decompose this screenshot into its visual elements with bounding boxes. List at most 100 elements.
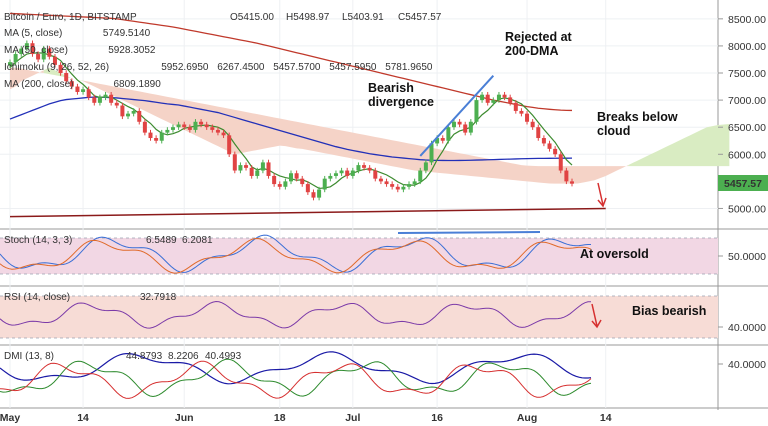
candle-body xyxy=(137,110,142,122)
y-tick-label: 6000.00 xyxy=(728,149,766,161)
indicator-value: 6267.4500 xyxy=(217,62,265,73)
candle-body xyxy=(277,184,282,187)
stoch-k-line xyxy=(0,234,591,273)
candle-body xyxy=(69,81,74,87)
candle-body xyxy=(322,178,327,190)
x-tick-label: May xyxy=(0,412,20,424)
candle-body xyxy=(215,129,220,133)
candle-body xyxy=(311,192,316,198)
rsi-label: RSI (14, close) xyxy=(4,292,70,303)
candles xyxy=(8,40,574,201)
ichimoku-cloud xyxy=(10,67,730,184)
cloud-segment xyxy=(83,80,629,184)
candle-body xyxy=(272,175,277,185)
y-tick-label: 5000.00 xyxy=(728,203,766,215)
candle-body xyxy=(423,162,428,171)
candle-body xyxy=(570,181,574,184)
annotation-oversold: At oversold xyxy=(580,247,649,261)
candle-body xyxy=(378,178,383,182)
rsi-arrowhead xyxy=(591,319,602,329)
annotation-bearish-divergence: divergence xyxy=(368,95,434,109)
candle-body xyxy=(227,135,232,155)
annotation-rejected: 200-DMA xyxy=(505,44,559,58)
annotation-rejected: Rejected at xyxy=(505,30,573,44)
candle-body xyxy=(401,186,406,190)
candle-body xyxy=(519,110,524,114)
y-tick-label: 6500.00 xyxy=(728,122,766,134)
annotation-breaks-cloud: Breaks below xyxy=(597,110,678,124)
candle-body xyxy=(418,170,423,182)
candle-body xyxy=(103,94,108,98)
candle-body xyxy=(356,165,361,171)
candle-body xyxy=(204,124,209,128)
candle-body xyxy=(170,127,175,130)
candle-body xyxy=(480,94,485,101)
candle-body xyxy=(52,56,57,65)
rsi-line xyxy=(0,300,592,329)
x-tick-label: 18 xyxy=(274,412,286,424)
candle-body xyxy=(187,127,192,130)
candle-body xyxy=(289,173,293,182)
candle-body xyxy=(210,127,215,130)
candle-body xyxy=(300,178,305,185)
candle-body xyxy=(536,127,541,139)
candle-body xyxy=(81,89,86,92)
candle-body xyxy=(407,184,412,187)
stoch-highs-line xyxy=(397,231,541,234)
candle-body xyxy=(564,170,569,182)
y-tick-label: 7000.00 xyxy=(728,95,766,107)
candle-body xyxy=(176,124,181,128)
dmi-label: DMI (13, 8) xyxy=(4,351,54,362)
rsi-arrow xyxy=(591,303,598,327)
indicator-label: Ichimoku (9, 26, 52, 26) xyxy=(4,62,109,73)
candle-body xyxy=(525,113,530,122)
candle-body xyxy=(255,170,260,176)
candle-body xyxy=(339,170,344,174)
candle-body xyxy=(92,97,97,103)
candle-body xyxy=(232,154,237,171)
candle-body xyxy=(367,167,372,171)
last-price-tag xyxy=(718,175,768,191)
candle-body xyxy=(485,94,490,103)
candle-body xyxy=(221,132,226,136)
candle-body xyxy=(395,186,400,190)
indicator-label: MA (200, close) xyxy=(4,79,73,90)
candle-body xyxy=(345,170,350,176)
candle-body xyxy=(457,121,462,125)
divergence-line xyxy=(419,75,495,157)
indicator-value: 5749.5140 xyxy=(103,28,151,39)
candle-body xyxy=(553,148,558,155)
candle-body xyxy=(502,94,507,98)
cloud-segment xyxy=(628,123,730,167)
candle-body xyxy=(120,105,125,117)
candle-body xyxy=(8,62,12,66)
candle-body xyxy=(64,73,69,82)
candle-body xyxy=(154,138,159,141)
x-tick-label: 14 xyxy=(600,412,612,424)
candle-body xyxy=(260,162,265,171)
candle-body xyxy=(238,165,243,171)
candle-body xyxy=(463,124,468,133)
candle-body xyxy=(97,97,102,103)
candle-body xyxy=(86,89,91,98)
candle-body xyxy=(333,173,338,176)
candle-body xyxy=(199,121,204,125)
price-axis: 8500.00 8000.00 7500.00 7000.00 6500.00 6000.… xyxy=(718,14,768,215)
candle-body xyxy=(508,97,513,103)
ma200-line xyxy=(9,12,573,112)
candle-body xyxy=(558,154,563,171)
candle-body xyxy=(305,184,310,193)
rsi-tick-label: 40.0000 xyxy=(728,322,766,334)
x-tick-label: Jul xyxy=(345,412,360,424)
dmi-plus-line xyxy=(0,358,592,398)
candle-body xyxy=(47,48,52,57)
candle-body xyxy=(496,94,501,101)
x-tick-label: 16 xyxy=(431,412,443,424)
candle-body xyxy=(19,48,24,55)
candle-body xyxy=(390,184,395,187)
candle-body xyxy=(530,121,535,128)
candle-body xyxy=(294,173,299,179)
